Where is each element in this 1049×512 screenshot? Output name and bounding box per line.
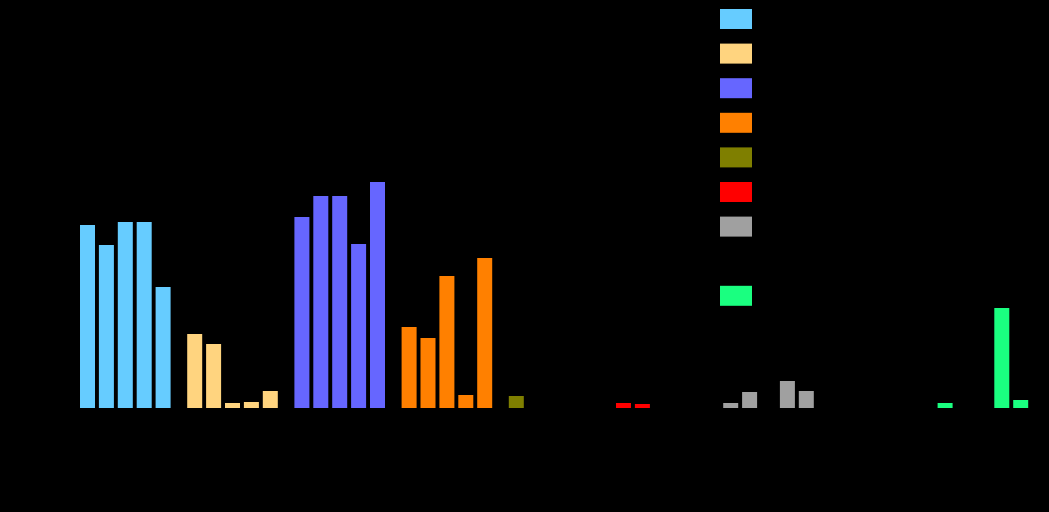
legend-swatch xyxy=(720,9,752,29)
legend-swatch xyxy=(720,216,752,237)
bar xyxy=(723,403,739,408)
bar xyxy=(187,334,203,408)
bar xyxy=(401,327,417,408)
bar xyxy=(779,381,795,408)
bar xyxy=(155,287,171,408)
bar xyxy=(420,338,436,408)
bar xyxy=(351,244,367,408)
legend-swatch xyxy=(720,285,752,306)
bar xyxy=(243,402,259,408)
legend-swatch xyxy=(720,112,752,133)
bar xyxy=(477,258,493,408)
bar xyxy=(458,395,474,408)
legend-swatch xyxy=(720,182,752,202)
bar xyxy=(616,403,631,408)
bar xyxy=(332,196,348,408)
bar xyxy=(634,404,650,408)
bar xyxy=(313,196,329,408)
bar xyxy=(370,182,385,408)
legend-swatch xyxy=(720,78,752,99)
legend-swatch xyxy=(720,43,752,64)
bar xyxy=(439,276,455,408)
bar xyxy=(80,225,95,408)
bar xyxy=(206,344,222,408)
bar xyxy=(136,222,152,408)
bar xyxy=(262,391,278,408)
bar xyxy=(1013,400,1029,408)
legend-swatch xyxy=(720,251,752,272)
bar xyxy=(994,308,1010,408)
bar xyxy=(98,245,114,408)
bar xyxy=(742,392,758,408)
bar xyxy=(117,222,133,408)
bar xyxy=(798,391,814,408)
bar xyxy=(294,217,310,408)
bar xyxy=(225,403,240,408)
bar xyxy=(937,403,953,408)
legend-swatch xyxy=(720,147,752,168)
bar xyxy=(508,396,524,408)
